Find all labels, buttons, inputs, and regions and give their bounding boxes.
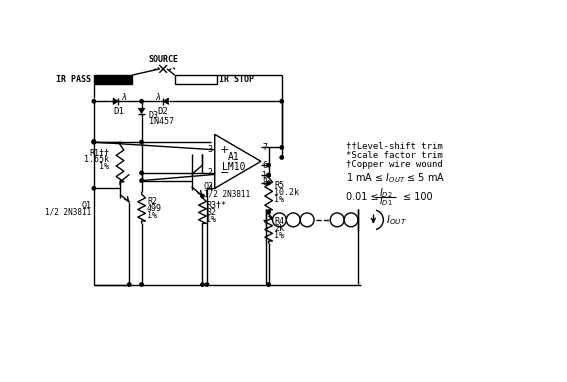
Circle shape (201, 194, 204, 197)
Text: 2: 2 (208, 168, 213, 177)
Text: 1.65k: 1.65k (84, 155, 109, 164)
Text: −: − (219, 168, 229, 178)
Circle shape (267, 173, 270, 177)
Text: IR PASS: IR PASS (56, 75, 91, 84)
Text: R5: R5 (274, 181, 284, 191)
Text: 3: 3 (208, 145, 213, 154)
Text: 1%: 1% (274, 231, 284, 240)
Text: 499: 499 (147, 204, 162, 213)
Text: 4: 4 (208, 184, 213, 193)
Text: +: + (219, 145, 229, 155)
Circle shape (205, 283, 209, 286)
Text: 8: 8 (263, 178, 268, 188)
Text: 7: 7 (263, 143, 268, 152)
Text: 6: 6 (263, 161, 268, 170)
Text: Q2: Q2 (204, 182, 214, 191)
Bar (94, 75, 132, 84)
Circle shape (201, 283, 204, 286)
Circle shape (267, 173, 270, 177)
Text: ††Level-shift trim: ††Level-shift trim (346, 141, 442, 151)
Text: Q1: Q1 (82, 201, 91, 210)
Circle shape (267, 181, 270, 185)
Text: D3: D3 (149, 111, 159, 120)
Circle shape (92, 100, 96, 103)
Text: 0.01 ≤: 0.01 ≤ (346, 192, 378, 202)
Text: 1/2 2N3811: 1/2 2N3811 (45, 208, 91, 217)
Text: ≤ 100: ≤ 100 (403, 192, 432, 202)
Circle shape (92, 186, 96, 190)
Text: R1††: R1†† (89, 148, 109, 157)
Circle shape (140, 100, 143, 103)
Text: R2: R2 (147, 197, 157, 206)
Text: LM10: LM10 (222, 162, 246, 173)
Circle shape (128, 283, 131, 286)
Text: 2k: 2k (274, 224, 284, 233)
Circle shape (140, 171, 143, 175)
Circle shape (280, 100, 284, 103)
Circle shape (267, 210, 270, 214)
Bar (175, 75, 217, 84)
Text: 1%: 1% (206, 215, 216, 223)
Text: $I_{D1}$: $I_{D1}$ (379, 194, 392, 208)
Text: 1/2 2N3811: 1/2 2N3811 (204, 190, 250, 199)
Polygon shape (138, 108, 145, 113)
Text: $I_{OUT}$: $I_{OUT}$ (386, 213, 407, 227)
Text: 1%: 1% (147, 211, 157, 220)
Circle shape (92, 141, 96, 144)
Text: λ: λ (121, 93, 126, 102)
Text: 82: 82 (206, 208, 216, 217)
Text: D1: D1 (113, 107, 124, 116)
Circle shape (280, 156, 284, 159)
Circle shape (267, 283, 270, 286)
Text: 1 mA ≤ $I_{OUT}$ ≤ 5 mA: 1 mA ≤ $I_{OUT}$ ≤ 5 mA (346, 172, 445, 185)
Circle shape (140, 141, 143, 144)
Circle shape (267, 173, 270, 177)
Circle shape (92, 140, 96, 143)
Text: R4: R4 (274, 217, 284, 226)
Text: SOURCE: SOURCE (148, 55, 178, 64)
Circle shape (140, 283, 143, 286)
Text: IR STOP: IR STOP (219, 75, 255, 84)
Text: 10.2k: 10.2k (274, 188, 299, 197)
Circle shape (140, 179, 143, 182)
Text: λ: λ (155, 93, 160, 102)
Polygon shape (163, 98, 168, 105)
Text: 1N457: 1N457 (149, 117, 174, 126)
Text: 1%: 1% (274, 195, 284, 204)
Text: D2: D2 (158, 107, 168, 116)
Text: $I_{D2}$: $I_{D2}$ (379, 186, 392, 200)
Polygon shape (113, 98, 119, 105)
Circle shape (267, 163, 270, 167)
Text: 1: 1 (263, 171, 268, 180)
Text: *Scale factor trim: *Scale factor trim (346, 151, 442, 160)
Text: A1: A1 (228, 152, 240, 162)
Text: †Copper wire wound: †Copper wire wound (346, 160, 442, 169)
Text: R3†*: R3†* (206, 201, 226, 210)
Circle shape (92, 141, 96, 144)
Circle shape (280, 146, 284, 149)
Text: 1%: 1% (99, 162, 109, 171)
